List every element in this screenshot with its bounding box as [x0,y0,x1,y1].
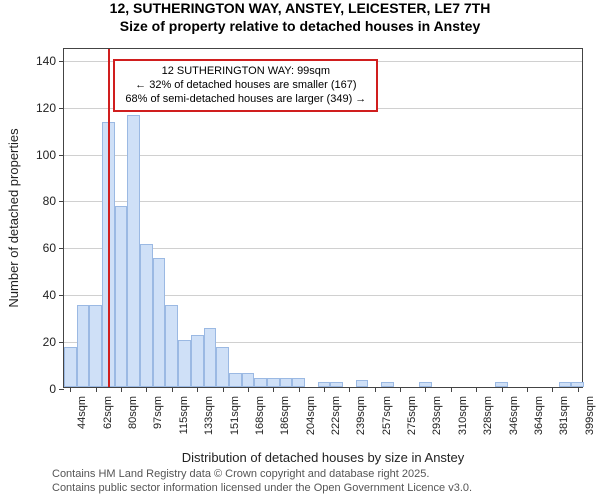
histogram-bar [267,378,280,387]
y-tick-label: 0 [49,382,64,396]
histogram-bar [216,347,229,387]
y-tick-label: 120 [36,101,64,115]
histogram-bar [356,380,369,387]
y-tick-label: 100 [36,148,64,162]
x-tick-label: 151sqm [227,396,241,435]
histogram-bar [64,347,77,387]
annotation-line-2: ← 32% of detached houses are smaller (16… [125,79,366,93]
x-tick-mark [197,387,198,392]
x-tick-label: 257sqm [379,396,393,435]
x-tick-label: 186sqm [277,396,291,435]
histogram-bar [242,373,255,387]
histogram-bar [127,115,140,387]
histogram-bar [292,378,305,387]
title-line-2: Size of property relative to detached ho… [0,18,600,36]
histogram-bar [89,305,102,387]
x-tick-mark [70,387,71,392]
x-tick-mark [248,387,249,392]
x-tick-mark [273,387,274,392]
y-tick-label: 140 [36,54,64,68]
x-tick-label: 133sqm [201,396,215,435]
x-tick-label: 399sqm [582,396,596,435]
histogram-bar [165,305,178,387]
x-tick-label: 62sqm [100,396,114,429]
x-tick-label: 44sqm [74,396,88,429]
x-tick-label: 204sqm [303,396,317,435]
x-tick-mark [96,387,97,392]
x-tick-label: 97sqm [150,396,164,429]
x-tick-mark [172,387,173,392]
annotation-line-3: 68% of semi-detached houses are larger (… [125,93,366,107]
annotation-box: 12 SUTHERINGTON WAY: 99sqm← 32% of detac… [113,59,378,112]
histogram-bar [559,382,572,387]
x-tick-label: 364sqm [531,396,545,435]
histogram-bar [254,378,267,387]
x-tick-mark [121,387,122,392]
x-tick-label: 222sqm [328,396,342,435]
x-tick-label: 328sqm [480,396,494,435]
histogram-bar [280,378,293,387]
footer-line-2: Contains public sector information licen… [52,481,472,495]
x-tick-label: 239sqm [353,396,367,435]
x-tick-mark [324,387,325,392]
x-tick-label: 168sqm [252,396,266,435]
annotation-line-1: 12 SUTHERINGTON WAY: 99sqm [125,65,366,79]
histogram-bar [140,244,153,387]
y-axis-label: Number of detached properties [6,128,21,307]
x-tick-label: 115sqm [176,396,190,434]
y-tick-label: 80 [43,194,64,208]
y-tick-label: 20 [43,335,64,349]
x-tick-label: 346sqm [506,396,520,435]
x-tick-mark [349,387,350,392]
property-marker-line [108,49,110,387]
x-tick-mark [476,387,477,392]
x-tick-label: 310sqm [455,396,469,435]
histogram-bar [330,382,343,387]
histogram-bar [77,305,90,387]
x-tick-mark [146,387,147,392]
y-tick-label: 60 [43,241,64,255]
x-tick-mark [502,387,503,392]
x-tick-mark [375,387,376,392]
gridline [64,155,582,156]
chart-container: { "title_line1": "12, SUTHERINGTON WAY, … [0,0,600,500]
y-tick-label: 40 [43,288,64,302]
x-tick-label: 293sqm [429,396,443,435]
title-line-1: 12, SUTHERINGTON WAY, ANSTEY, LEICESTER,… [0,0,600,18]
plot-area: 02040608010012014044sqm62sqm80sqm97sqm11… [63,48,583,388]
copyright-footer: Contains HM Land Registry data © Crown c… [52,467,472,496]
x-axis-label: Distribution of detached houses by size … [182,450,465,465]
x-tick-label: 381sqm [556,396,570,435]
x-tick-mark [552,387,553,392]
x-tick-mark [578,387,579,392]
x-tick-mark [527,387,528,392]
histogram-bar [178,340,191,387]
gridline [64,201,582,202]
footer-line-1: Contains HM Land Registry data © Crown c… [52,467,472,481]
histogram-bar [381,382,394,387]
histogram-bar [229,373,242,387]
x-tick-mark [451,387,452,392]
x-tick-mark [400,387,401,392]
x-tick-label: 275sqm [404,396,418,435]
x-tick-mark [223,387,224,392]
histogram-bar [191,335,204,387]
histogram-bar [204,328,217,387]
x-tick-mark [425,387,426,392]
x-tick-mark [299,387,300,392]
x-tick-label: 80sqm [125,396,139,429]
histogram-bar [115,206,128,387]
chart-title: 12, SUTHERINGTON WAY, ANSTEY, LEICESTER,… [0,0,600,35]
histogram-bar [153,258,166,387]
